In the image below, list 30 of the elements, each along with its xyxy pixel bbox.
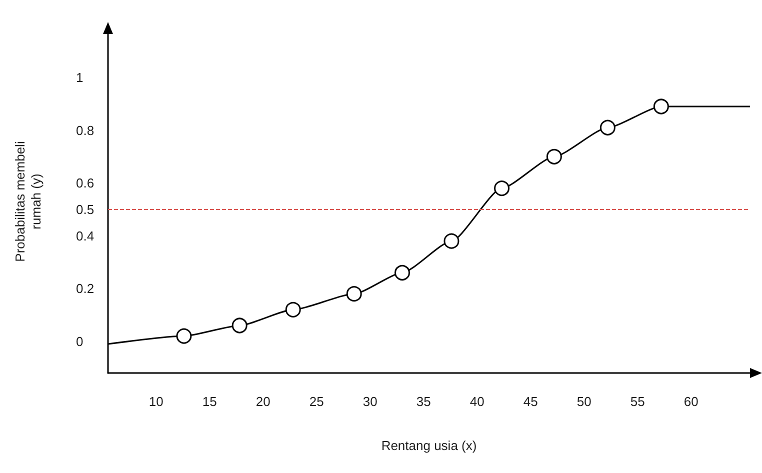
y-tick-label: 1 (76, 70, 84, 85)
point (176, 328, 192, 344)
x-tick-label: 60 (684, 394, 698, 409)
y-tick-label: 0 (76, 334, 84, 349)
x-tick-label: 10 (148, 394, 164, 409)
point (232, 318, 248, 334)
point (394, 264, 410, 280)
x-tick-label: 40 (470, 394, 484, 409)
x-tick-label: 55 (630, 394, 645, 409)
x-tick-label: 20 (256, 394, 270, 409)
y-tick-label: 0.8 (76, 122, 94, 138)
x-tick-label: 15 (202, 394, 217, 409)
x-tick-label: 50 (576, 394, 592, 409)
x-tick-label: 35 (416, 394, 431, 409)
point (285, 302, 301, 318)
x-tick-label: 30 (362, 394, 378, 409)
point (444, 233, 460, 249)
point (546, 148, 562, 164)
point (346, 286, 362, 302)
y-tick-label: 0.4 (76, 228, 94, 244)
point (600, 120, 616, 136)
y-axis-title: Probabilitas membeli rumah (y) (12, 141, 44, 262)
y-tick-label: 0.6 (76, 176, 94, 191)
y-tick-label: 0.2 (76, 281, 94, 296)
x-axis-title: Rentang usia (x) (381, 438, 477, 453)
point (653, 98, 669, 114)
point (494, 180, 510, 196)
y-tick-label: 0.5 (76, 202, 94, 217)
x-tick-label: 25 (309, 394, 324, 409)
x-tick-label: 45 (523, 394, 538, 409)
